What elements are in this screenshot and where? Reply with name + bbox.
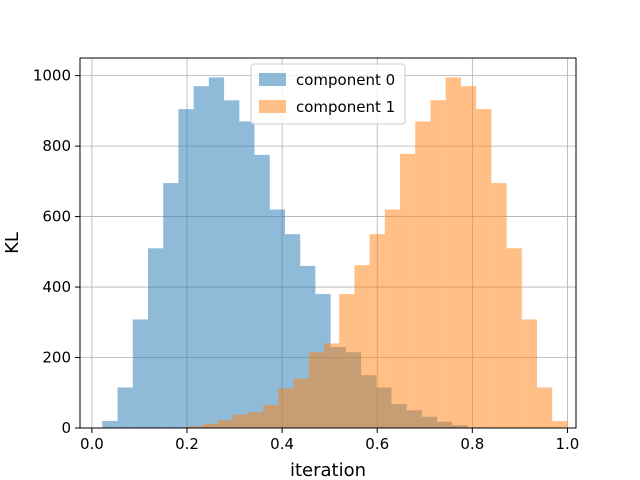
histogram-bar-component-1 — [202, 423, 218, 428]
histogram-bar-component-1 — [552, 420, 568, 428]
histogram-bar-component-1 — [460, 86, 477, 428]
histogram-bar-component-0 — [102, 420, 118, 428]
histogram-bar-component-0 — [254, 154, 270, 428]
histogram-bar-component-1 — [506, 248, 522, 428]
histogram-bar-component-1 — [186, 426, 203, 428]
histogram-bar-component-1 — [521, 319, 538, 428]
legend-label: component 0 — [296, 71, 395, 89]
histogram-bar-component-1 — [491, 183, 507, 428]
histogram-bar-component-1 — [232, 414, 248, 428]
histogram-bar-component-0 — [163, 183, 179, 428]
legend-swatch — [259, 100, 286, 113]
ticks: 0.0 0.2 0.4 0.6 0.8 1.0 0 200 400 600 800 1000 — [33, 67, 580, 453]
y-tick-label: 200 — [42, 349, 71, 367]
histogram-bar-component-1 — [247, 412, 264, 428]
histogram-bar-component-1 — [293, 378, 309, 428]
histogram-bar-component-1 — [369, 234, 385, 428]
histogram-bar-component-0 — [269, 209, 285, 428]
histogram-bar-component-1 — [323, 343, 340, 428]
legend-swatch — [259, 73, 286, 86]
legend-label: component 1 — [296, 98, 395, 116]
histogram-bar-component-1 — [354, 265, 370, 428]
histogram-bar-component-1 — [430, 100, 446, 429]
histogram-bar-component-0 — [224, 100, 240, 429]
histogram-bar-component-1 — [384, 209, 401, 428]
histogram-bar-component-0 — [239, 121, 255, 428]
histogram-bar-component-1 — [308, 352, 324, 428]
histogram-bar-component-1 — [415, 121, 431, 428]
y-tick-label: 0 — [61, 419, 71, 437]
bars — [102, 77, 568, 429]
histogram-bar-component-1 — [263, 405, 279, 428]
x-tick-label: 0.2 — [175, 435, 199, 453]
x-tick-label: 1.0 — [556, 435, 580, 453]
histogram-bar-component-1 — [537, 387, 553, 428]
x-tick-label: 0.4 — [270, 435, 294, 453]
histogram-bar-component-0 — [208, 77, 225, 428]
histogram-bar-component-1 — [400, 153, 416, 428]
histogram-bar-component-0 — [178, 109, 194, 428]
y-tick-label: 600 — [42, 208, 71, 226]
legend: component 0 component 1 — [250, 63, 406, 125]
x-tick-label: 0.0 — [80, 435, 104, 453]
histogram-bar-component-0 — [193, 86, 209, 428]
x-tick-label: 0.8 — [460, 435, 484, 453]
x-tick-label: 0.6 — [365, 435, 389, 453]
y-axis-label: KL — [2, 232, 23, 254]
histogram-bar-component-0 — [117, 387, 133, 428]
y-tick-label: 1000 — [33, 67, 71, 85]
x-axis-label: iteration — [290, 460, 366, 480]
plot-frame — [79, 57, 577, 429]
histogram-bar-component-0 — [148, 248, 164, 428]
histogram-bar-component-1 — [339, 294, 355, 428]
histogram-bar-component-1 — [278, 388, 294, 428]
y-tick-label: 800 — [42, 137, 71, 155]
histogram-bar-component-1 — [476, 109, 492, 428]
y-tick-label: 400 — [42, 278, 71, 296]
histogram-bar-component-1 — [217, 420, 233, 428]
histogram-bar-component-0 — [132, 319, 149, 428]
legend-box — [250, 63, 406, 125]
histogram-bar-component-1 — [445, 77, 461, 428]
